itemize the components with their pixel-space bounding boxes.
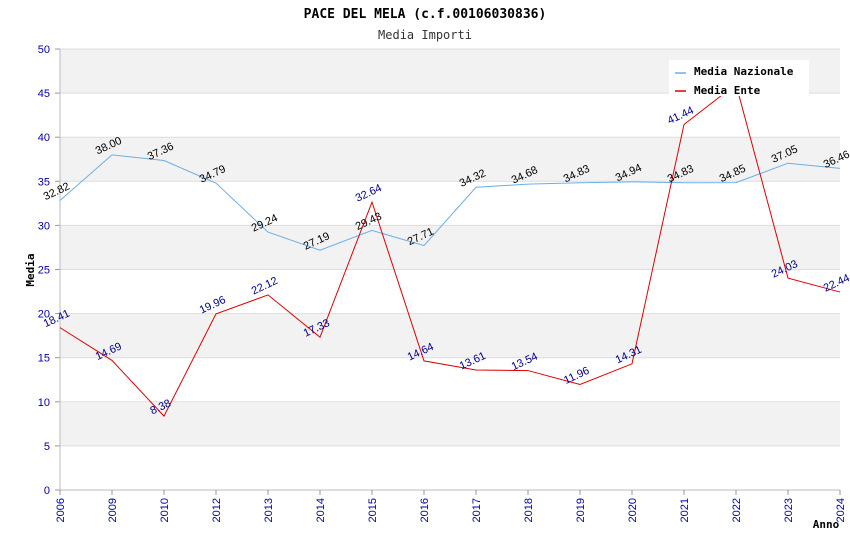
y-tick-label: 10 <box>38 397 50 409</box>
plot-band <box>60 225 840 270</box>
x-tick-label: 2024 <box>835 498 847 522</box>
x-tick-labels: 2006 2009 2010 2012 2013 2014 2015 2016 2017 2018… <box>55 498 847 522</box>
y-tick-label: 35 <box>38 176 50 188</box>
y-tick-label: 50 <box>38 44 50 56</box>
plot-band <box>60 313 840 358</box>
series-line-media-ente <box>59 83 841 417</box>
x-tick-label: 2020 <box>627 498 639 522</box>
legend-label-media-ente: Media Ente <box>694 84 761 97</box>
x-tick-label: 2022 <box>731 498 743 522</box>
y-tick-label: 30 <box>38 220 50 232</box>
plot-band <box>60 401 840 446</box>
y-tick-label: 45 <box>38 88 50 100</box>
x-tick-label: 2016 <box>419 498 431 522</box>
plot-band <box>60 137 840 182</box>
x-tick-label: 2017 <box>471 498 483 522</box>
x-axis-label: Anno <box>813 518 840 531</box>
legend-label-media-nazionale: Media Nazionale <box>694 65 794 78</box>
plot-band <box>60 357 840 402</box>
legend: Media Nazionale Media Ente <box>669 60 809 97</box>
y-tick-labels: 0 5 10 15 20 25 30 35 40 45 50 <box>38 44 50 497</box>
y-axis-label: Media <box>24 253 37 286</box>
y-tick-label: 5 <box>44 441 50 453</box>
y-tick-label: 0 <box>44 485 50 497</box>
x-tick-label: 2012 <box>211 498 223 522</box>
x-tick-label: 2018 <box>523 498 535 522</box>
x-tick-label: 2021 <box>679 498 691 522</box>
x-tick-label: 2006 <box>55 498 67 522</box>
y-tick-label: 40 <box>38 132 50 144</box>
x-tick-label: 2013 <box>263 498 275 522</box>
chart-title: PACE DEL MELA (c.f.00106030836) <box>304 7 547 22</box>
x-tick-label: 2015 <box>367 498 379 522</box>
y-tick-label: 25 <box>38 265 50 277</box>
y-tick-label: 20 <box>38 309 50 321</box>
legend-box <box>669 60 809 96</box>
plot-band <box>60 93 840 138</box>
plot-band <box>60 269 840 314</box>
axes <box>55 48 841 495</box>
plot-band <box>60 181 840 226</box>
x-tick-label: 2009 <box>107 498 119 522</box>
x-tick-label: 2019 <box>575 498 587 522</box>
x-tick-label: 2014 <box>315 498 327 522</box>
plot-band <box>60 445 840 490</box>
plot-background-bands <box>60 49 840 490</box>
series-line-media-nazionale <box>59 154 841 251</box>
x-tick-label: 2023 <box>783 498 795 522</box>
y-tick-label: 15 <box>38 353 50 365</box>
series-lines <box>59 83 841 417</box>
x-tick-label: 2010 <box>159 498 171 522</box>
chart-subtitle: Media Importi <box>378 28 472 42</box>
